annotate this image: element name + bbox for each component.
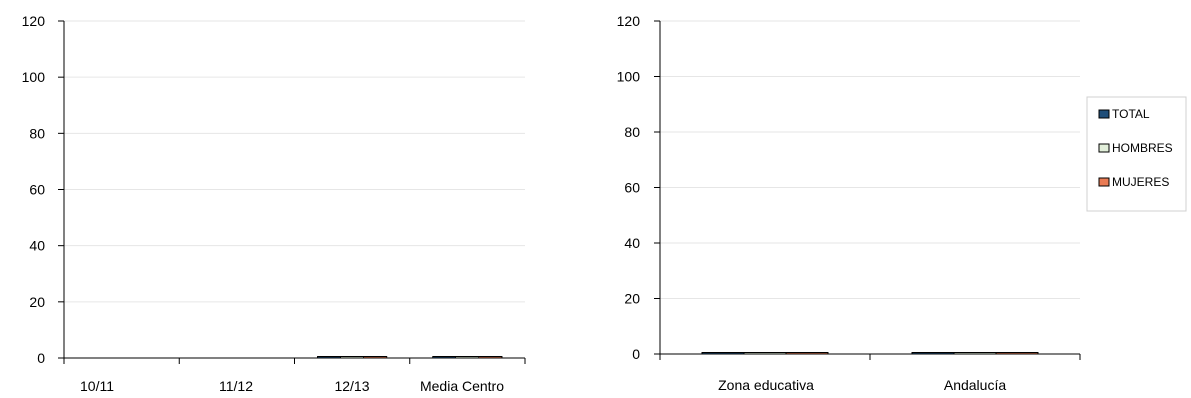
right-y-tick-label: 120 xyxy=(617,13,641,29)
left-y-tick-label: 100 xyxy=(22,69,46,85)
legend-label-mujeres: MUJERES xyxy=(1112,175,1169,189)
right-bar-total xyxy=(701,352,745,355)
left-y-tick-label: 40 xyxy=(29,238,45,254)
right-bar-hombres xyxy=(953,352,997,355)
left-bar-hombres xyxy=(455,356,480,359)
left-bar-mujeres xyxy=(478,356,503,359)
left-bar-total xyxy=(317,356,342,359)
left-y-tick-label: 0 xyxy=(37,350,45,366)
right-bar-mujeres xyxy=(995,352,1039,355)
legend-label-hombres: HOMBRES xyxy=(1112,141,1173,155)
legend-swatch-total xyxy=(1098,109,1110,119)
left-bar-total xyxy=(432,356,457,359)
left-bar-mujeres xyxy=(363,356,388,359)
legend-swatch-hombres xyxy=(1098,143,1110,153)
right-y-tick-label: 40 xyxy=(624,235,640,251)
right-bar-total xyxy=(911,352,955,355)
legend-swatch-mujeres xyxy=(1098,177,1110,187)
left-y-tick-label: 120 xyxy=(22,13,46,29)
right-x-tick-label: Zona educativa xyxy=(718,377,814,393)
right-bar-hombres xyxy=(743,352,787,355)
left-x-tick-label: Media Centro xyxy=(420,378,504,394)
left-x-tick-label: 10/11 xyxy=(80,378,114,394)
right-y-tick-label: 100 xyxy=(617,69,641,85)
right-y-tick-label: 20 xyxy=(624,291,640,307)
left-x-tick-label: 11/12 xyxy=(219,378,253,394)
chart-right: 0 20 40 60 80 100 120 Zona educativa Andalucía xyxy=(617,13,1081,393)
left-y-tick-label: 60 xyxy=(29,182,45,198)
left-x-tick-label: 12/13 xyxy=(334,378,369,394)
left-y-tick-label: 80 xyxy=(29,125,45,141)
chart-left: 0 20 40 60 80 100 120 10/11 11/12 12/13 Media Cent… xyxy=(22,13,526,394)
legend: TOTAL HOMBRES MUJERES xyxy=(1086,96,1187,212)
legend-label-total: TOTAL xyxy=(1112,107,1150,121)
right-y-tick-label: 60 xyxy=(624,180,640,196)
left-y-tick-label: 20 xyxy=(29,294,45,310)
right-x-tick-label: Andalucía xyxy=(944,377,1006,393)
right-bar-mujeres xyxy=(785,352,829,355)
left-bar-hombres xyxy=(340,356,365,359)
right-y-tick-label: 0 xyxy=(632,346,640,362)
right-y-tick-label: 80 xyxy=(624,124,640,140)
